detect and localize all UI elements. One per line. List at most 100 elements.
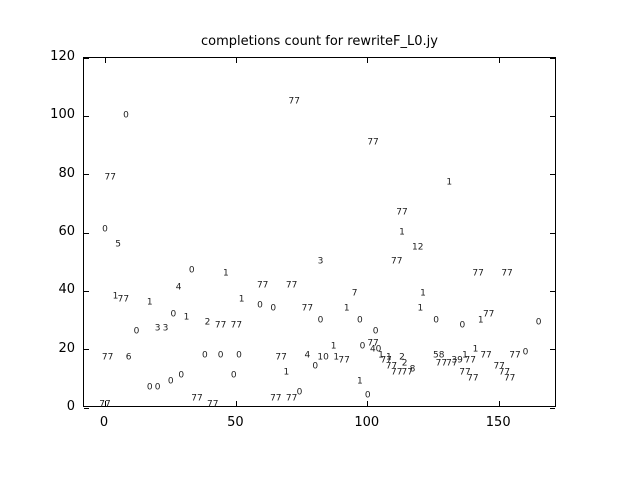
y-tick-mark	[84, 232, 89, 234]
point-label: 7	[351, 288, 358, 299]
point-label: 0	[202, 350, 208, 360]
point-label: 77	[390, 256, 403, 267]
point-label: 0	[236, 350, 242, 360]
point-label: 77	[275, 352, 287, 363]
point-label: 0	[296, 387, 303, 398]
point-label: 1	[283, 367, 290, 378]
point-label: 77	[472, 268, 484, 279]
point-label: 2	[399, 352, 405, 363]
point-label: 3	[162, 323, 169, 334]
point-label: 1	[378, 350, 384, 360]
point-label: 0	[154, 382, 161, 393]
point-label: 1	[462, 350, 468, 360]
y-axis-tick-label: 100	[50, 107, 75, 123]
point-label: 1	[417, 303, 424, 314]
x-axis-tick-label: 50	[227, 415, 244, 430]
point-label: 77	[480, 350, 492, 360]
point-label: 8	[409, 364, 416, 375]
chart-title: completions count for rewriteF_L0.jy	[201, 34, 438, 49]
point-label: 0	[230, 370, 237, 381]
point-label: 0	[217, 350, 224, 360]
point-label: 1	[183, 312, 190, 323]
point-label: 0	[317, 315, 324, 325]
point-label: 4	[175, 282, 182, 293]
point-label: 0	[433, 315, 439, 325]
point-label: 77	[285, 280, 298, 290]
point-label: 0	[372, 326, 379, 337]
point-label: 77	[459, 367, 471, 378]
point-label: 0	[359, 341, 366, 352]
point-label: 1	[333, 352, 340, 363]
point-label: 0	[170, 309, 177, 320]
point-label: 2	[204, 317, 211, 328]
point-label: 3	[317, 256, 324, 267]
point-label: 6	[125, 352, 132, 363]
point-label: 1	[399, 227, 405, 238]
point-label: 77	[498, 367, 511, 378]
x-tick-mark	[235, 58, 237, 63]
x-tick-mark	[498, 58, 500, 63]
point-label: 2	[401, 358, 408, 369]
point-label: 0	[133, 326, 140, 337]
point-label: 1	[146, 297, 153, 308]
x-axis-tick-label: 100	[354, 415, 380, 430]
point-label: 77	[503, 373, 516, 384]
point-label: 1	[385, 352, 392, 363]
point-label: 1	[357, 376, 363, 387]
point-label: 0	[167, 376, 174, 387]
y-axis-tick-label: 80	[58, 165, 75, 181]
point-label: 77	[446, 358, 458, 369]
point-label: 77	[338, 355, 350, 366]
point-label: 77	[288, 96, 300, 107]
point-label: 77	[367, 338, 379, 349]
point-label: 77	[285, 393, 298, 404]
point-label: 77	[270, 393, 282, 404]
y-axis-tick-label: 40	[58, 282, 75, 298]
point-label: 0	[123, 110, 129, 121]
point-label: 77	[482, 309, 495, 320]
y-tick-mark	[550, 407, 555, 409]
point-label: 77	[256, 280, 269, 290]
y-axis-tick-label: 60	[58, 224, 75, 239]
x-tick-mark	[367, 401, 369, 406]
x-axis-tick-label: 150	[485, 415, 511, 430]
y-tick-mark	[550, 349, 555, 351]
y-tick-mark	[84, 349, 89, 351]
y-axis-tick-label: 20	[58, 340, 75, 356]
point-label: 0	[459, 320, 466, 331]
point-label: 0	[357, 315, 363, 325]
y-tick-mark	[84, 407, 89, 409]
y-tick-mark	[550, 57, 555, 59]
point-label: 0	[522, 347, 529, 358]
point-label: 1	[420, 288, 426, 299]
point-label: 77	[214, 320, 227, 331]
point-label: 1	[112, 291, 119, 302]
x-tick-mark	[104, 401, 106, 406]
point-label: 58	[433, 350, 445, 360]
y-tick-mark	[550, 115, 555, 117]
x-tick-mark	[498, 401, 500, 406]
point-label: 1	[343, 303, 350, 314]
point-label: 77	[101, 352, 114, 363]
point-label: 77	[117, 294, 130, 305]
point-label: 0	[102, 224, 108, 235]
point-label: 77	[380, 355, 392, 366]
point-label: 1	[446, 177, 453, 188]
point-label: 3	[154, 323, 161, 334]
point-label: 77	[390, 367, 403, 378]
point-label: 1	[223, 268, 229, 279]
y-tick-mark	[84, 290, 89, 292]
point-label: 77	[230, 320, 243, 331]
y-tick-mark	[550, 174, 555, 176]
point-label: 0	[270, 303, 277, 314]
point-label: 77	[509, 350, 521, 360]
point-label: 39	[451, 355, 463, 366]
x-tick-mark	[104, 58, 106, 63]
y-axis-tick-label: 0	[66, 399, 75, 414]
point-label: 1	[477, 315, 484, 325]
point-label: 1	[238, 294, 245, 305]
y-tick-mark	[84, 115, 89, 117]
point-label: 77	[367, 137, 379, 148]
point-label: 40	[369, 344, 382, 355]
